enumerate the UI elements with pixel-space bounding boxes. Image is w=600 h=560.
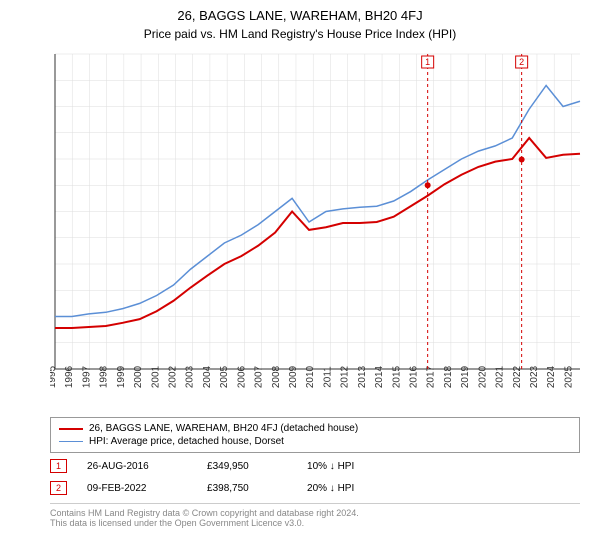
line-chart: £0£50K£100K£150K£200K£250K£300K£350K£400… [50, 49, 585, 409]
marker-price: £398,750 [207, 483, 287, 494]
footer-line-1: Contains HM Land Registry data © Crown c… [50, 508, 580, 518]
marker-badge: 2 [50, 481, 67, 495]
legend-row-2: HPI: Average price, detached house, Dors… [59, 435, 571, 448]
legend-box: 26, BAGGS LANE, WAREHAM, BH20 4FJ (detac… [50, 417, 580, 453]
footer-line-2: This data is licensed under the Open Gov… [50, 518, 580, 528]
marker-delta: 20% ↓ HPI [307, 483, 354, 494]
svg-text:2: 2 [519, 57, 524, 67]
marker-date: 26-AUG-2016 [87, 461, 187, 472]
chart-title: 26, BAGGS LANE, WAREHAM, BH20 4FJ [0, 0, 600, 23]
marker-date: 09-FEB-2022 [87, 483, 187, 494]
legend-label-1: 26, BAGGS LANE, WAREHAM, BH20 4FJ (detac… [89, 423, 358, 434]
marker-delta: 10% ↓ HPI [307, 461, 354, 472]
legend-swatch-1 [59, 428, 83, 430]
chart-subtitle: Price paid vs. HM Land Registry's House … [0, 23, 600, 49]
marker-row: 1 26-AUG-2016 £349,950 10% ↓ HPI [50, 457, 580, 475]
legend-swatch-2 [59, 441, 83, 443]
footer: Contains HM Land Registry data © Crown c… [50, 503, 580, 528]
legend-row-1: 26, BAGGS LANE, WAREHAM, BH20 4FJ (detac… [59, 422, 571, 435]
marker-rows: 1 26-AUG-2016 £349,950 10% ↓ HPI 2 09-FEB… [0, 457, 600, 497]
svg-text:1: 1 [425, 57, 430, 67]
legend-label-2: HPI: Average price, detached house, Dors… [89, 436, 284, 447]
marker-price: £349,950 [207, 461, 287, 472]
chart-area: £0£50K£100K£150K£200K£250K£300K£350K£400… [50, 49, 585, 409]
marker-badge: 1 [50, 459, 67, 473]
marker-row: 2 09-FEB-2022 £398,750 20% ↓ HPI [50, 479, 580, 497]
